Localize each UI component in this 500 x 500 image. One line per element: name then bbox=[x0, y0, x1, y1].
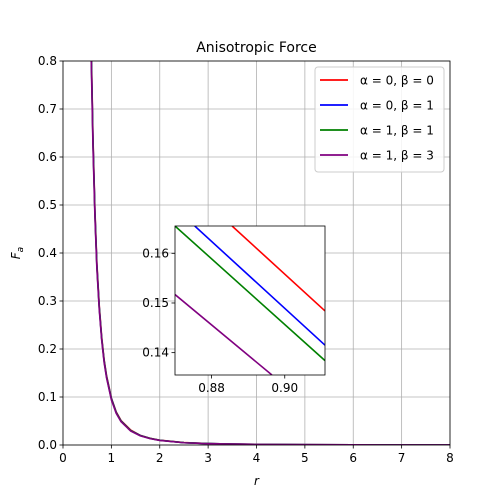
y-tick-label: 0.1 bbox=[38, 390, 57, 404]
x-axis-label: r bbox=[254, 474, 260, 488]
inset-y-tick-label: 0.14 bbox=[142, 346, 169, 360]
x-tick-label: 2 bbox=[156, 451, 164, 465]
y-axis-label: Fa bbox=[9, 247, 26, 259]
inset-axes: 0.88 0.90 0.14 0.15 0.16 bbox=[142, 225, 326, 395]
y-tick-label: 0.8 bbox=[38, 54, 57, 68]
series-line-3 bbox=[90, 61, 450, 445]
y-tick-label: 0.6 bbox=[38, 150, 57, 164]
y-tick-label: 0.5 bbox=[38, 198, 57, 212]
x-tick-label: 7 bbox=[398, 451, 406, 465]
inset-x-tick-label: 0.88 bbox=[198, 381, 225, 395]
inset-series-line-0 bbox=[231, 226, 325, 312]
legend-label-3: α = 1, β = 3 bbox=[360, 149, 434, 163]
inset-background bbox=[175, 226, 325, 375]
x-tick-label: 4 bbox=[253, 451, 261, 465]
y-axis-label-subscript: a bbox=[16, 247, 26, 253]
chart-title: Anisotropic Force bbox=[196, 40, 317, 56]
x-tick-label: 8 bbox=[446, 451, 454, 465]
inset-frame bbox=[174, 225, 326, 376]
inset-y-tick-label: 0.15 bbox=[142, 296, 169, 310]
y-tick-label: 0.2 bbox=[38, 342, 57, 356]
x-tick-label: 5 bbox=[301, 451, 309, 465]
main-ticks: 0 1 2 3 4 5 6 7 8 0.0 0.1 0.2 0.3 0.4 0.5 0.6 0.7 0.8 bbox=[38, 54, 454, 465]
y-tick-label: 0.3 bbox=[38, 294, 57, 308]
x-tick-label: 6 bbox=[349, 451, 357, 465]
inset-ticks: 0.88 0.90 0.14 0.15 0.16 bbox=[142, 246, 298, 395]
legend-label-2: α = 1, β = 1 bbox=[360, 124, 434, 138]
y-tick-label: 0.4 bbox=[38, 246, 57, 260]
inset-y-tick-label: 0.16 bbox=[142, 246, 169, 260]
inset-x-tick-label: 0.90 bbox=[271, 381, 298, 395]
y-tick-label: 0.0 bbox=[38, 438, 57, 452]
inset-series-line-2 bbox=[175, 226, 325, 362]
x-tick-label: 3 bbox=[204, 451, 212, 465]
main-series-group bbox=[90, 61, 450, 445]
legend-label-1: α = 0, β = 1 bbox=[360, 99, 434, 113]
inset-series-line-3 bbox=[175, 293, 273, 375]
legend-box bbox=[314, 66, 445, 173]
x-tick-label: 0 bbox=[59, 451, 67, 465]
inset-series-line-1 bbox=[194, 226, 325, 346]
x-tick-label: 1 bbox=[108, 451, 116, 465]
inset-series-group bbox=[175, 226, 325, 375]
y-tick-label: 0.7 bbox=[38, 102, 57, 116]
legend-label-0: α = 0, β = 0 bbox=[360, 74, 434, 88]
legend: α = 0, β = 0 α = 0, β = 1 α = 1, β = 1 α = … bbox=[314, 66, 445, 173]
y-axis-label-main: F bbox=[9, 251, 23, 259]
